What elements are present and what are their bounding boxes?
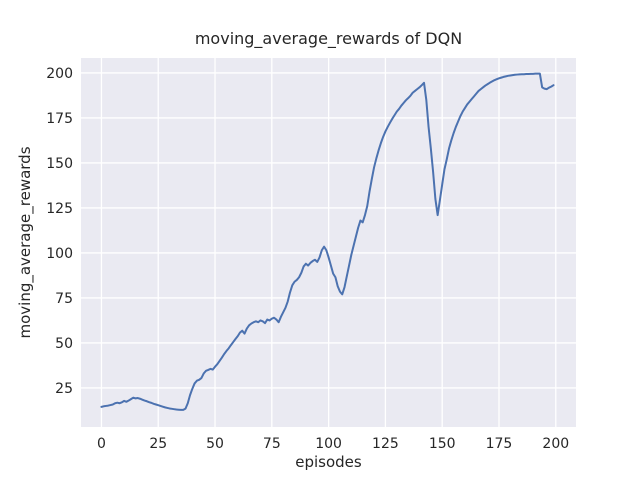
gridlines	[81, 58, 576, 427]
y-tick-label: 25	[55, 381, 73, 397]
x-tick-label: 200	[542, 436, 569, 452]
x-tick-label: 175	[486, 436, 513, 452]
y-tick-label: 175	[46, 111, 73, 127]
chart-title: moving_average_rewards of DQN	[195, 29, 462, 49]
y-tick-labels: 25 50 75 100 125 150 175 200	[46, 66, 73, 397]
y-tick-label: 125	[46, 201, 73, 217]
x-tick-labels: 0 25 50 75 100 125 150 175 200	[97, 436, 569, 452]
y-tick-label: 100	[46, 246, 73, 262]
y-tick-label: 200	[46, 66, 73, 82]
x-tick-label: 100	[315, 436, 342, 452]
x-tick-label: 75	[263, 436, 281, 452]
reward-line-series	[100, 72, 555, 411]
x-tick-label: 125	[372, 436, 399, 452]
y-tick-label: 75	[55, 291, 73, 307]
y-axis-label: moving_average_rewards	[16, 146, 35, 338]
x-tick-label: 25	[149, 436, 167, 452]
y-tick-label: 150	[46, 156, 73, 172]
x-tick-label: 50	[206, 436, 224, 452]
y-tick-label: 50	[55, 336, 73, 352]
x-axis-label: episodes	[295, 453, 362, 471]
x-tick-label: 0	[97, 436, 106, 452]
x-tick-label: 150	[429, 436, 456, 452]
